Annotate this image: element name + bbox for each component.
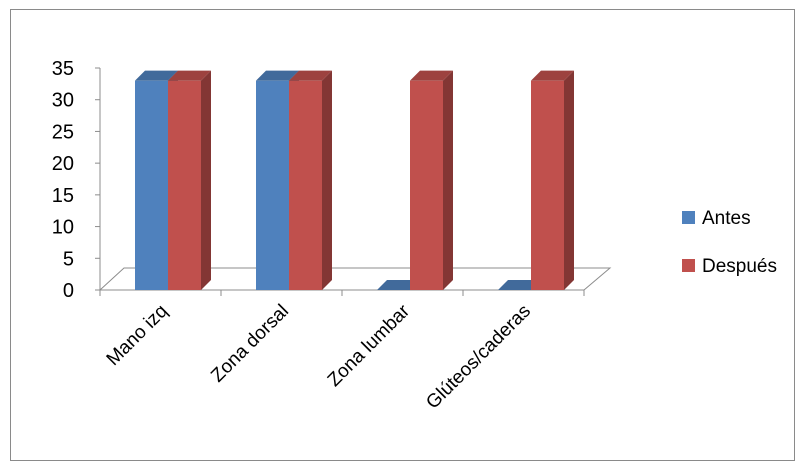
x-category-label: Zona lumbar — [324, 300, 415, 391]
y-tick-label: 20 — [52, 153, 74, 175]
y-tick-label: 0 — [63, 280, 74, 302]
bar-despu-s — [168, 70, 211, 290]
bar-side — [564, 70, 574, 290]
bar-despu-s — [531, 70, 574, 290]
bar-antes — [377, 280, 420, 290]
legend-label: Antes — [702, 208, 751, 229]
legend-swatch — [682, 259, 695, 272]
x-category-label: Zona dorsal — [207, 301, 293, 387]
bar-antes — [498, 280, 541, 290]
y-tick-label: 10 — [52, 217, 74, 239]
bar-side — [443, 70, 453, 290]
chart-bars — [135, 70, 574, 290]
bar-despu-s — [289, 70, 332, 290]
bar-top — [377, 280, 420, 290]
bar-top — [289, 70, 332, 81]
y-tick-label: 25 — [52, 121, 74, 143]
y-tick-label: 35 — [52, 58, 74, 80]
y-tick-label: 15 — [52, 185, 74, 207]
bar-top — [135, 70, 178, 81]
bar-front — [289, 80, 322, 290]
bar-side — [201, 70, 211, 290]
x-axis-categories: Mano izq Zona dorsal Zona lumbar Glúteos/ca… — [103, 300, 535, 413]
y-tick-label: 5 — [63, 248, 74, 270]
bar-front — [256, 80, 289, 290]
bar-front — [531, 80, 564, 290]
bar-despu-s — [410, 70, 453, 290]
y-tick-label: 30 — [52, 90, 74, 112]
bar-front — [168, 80, 201, 290]
bar-front — [410, 80, 443, 290]
bar-side — [322, 70, 332, 290]
bar-top — [498, 280, 541, 290]
legend: Antes Después — [682, 208, 777, 277]
x-category-label: Glúteos/caderas — [422, 301, 535, 414]
y-axis-ticks: 0 5 10 15 20 25 30 35 — [52, 58, 100, 302]
x-category-label: Mano izq — [103, 301, 172, 370]
legend-swatch — [682, 211, 695, 224]
bar-top — [256, 70, 299, 81]
bar-top — [531, 70, 574, 81]
bar-front — [135, 80, 168, 290]
legend-label: Después — [702, 256, 777, 277]
bar-top — [410, 70, 453, 81]
bar-top — [168, 70, 211, 81]
